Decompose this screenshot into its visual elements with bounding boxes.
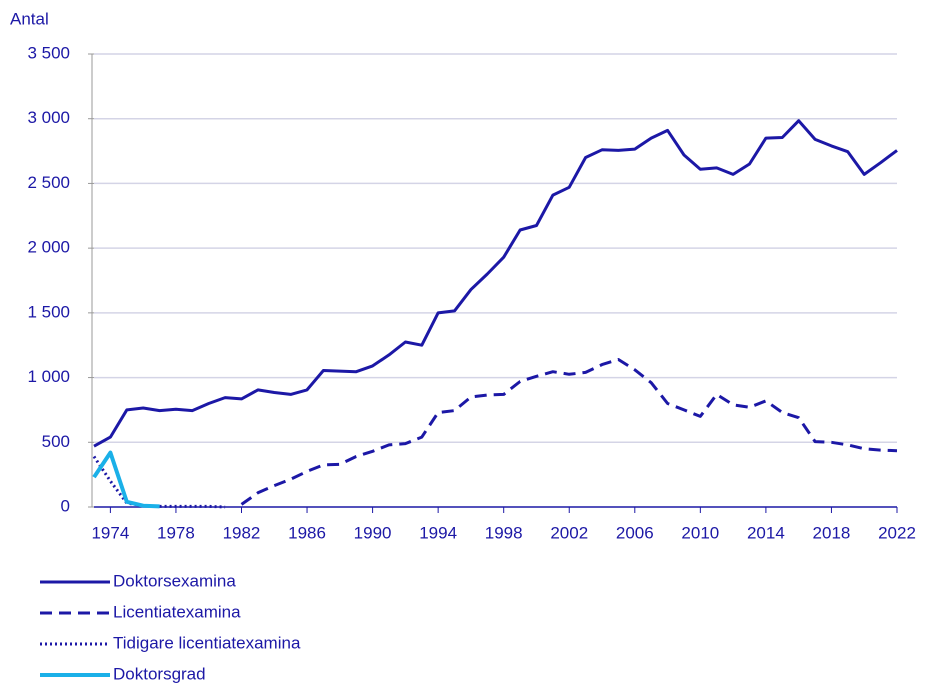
y-tick-label: 2 000 — [27, 238, 70, 257]
x-tick-label: 1990 — [354, 523, 392, 542]
y-tick-label: 1 000 — [27, 367, 70, 386]
x-tick-label: 1994 — [419, 523, 457, 542]
y-tick-label: 1 500 — [27, 302, 70, 321]
legend-label: Licentiatexamina — [113, 602, 241, 621]
series-line — [92, 450, 160, 509]
x-tick-label: 1998 — [485, 523, 523, 542]
x-tick-label: 1986 — [288, 523, 326, 542]
x-tick-label: 2014 — [747, 523, 785, 542]
legend-label: Tidigare licentiatexamina — [113, 633, 301, 652]
x-tick-label: 1978 — [157, 523, 195, 542]
y-axis-label: Antal — [10, 9, 49, 28]
y-tick-label: 0 — [61, 496, 70, 515]
y-tick-label: 2 500 — [27, 173, 70, 192]
legend-label: Doktorsexamina — [113, 571, 236, 590]
x-tick-label: 2002 — [550, 523, 588, 542]
x-tick-label: 1982 — [223, 523, 261, 542]
x-tick-label: 2010 — [681, 523, 719, 542]
y-tick-label: 3 000 — [27, 108, 70, 127]
x-tick-label: 2018 — [813, 523, 851, 542]
series-line — [240, 358, 898, 506]
legend-label: Doktorsgrad — [113, 664, 206, 683]
x-tick-label: 2022 — [878, 523, 916, 542]
series-line — [93, 119, 898, 448]
x-tick-label: 1974 — [91, 523, 129, 542]
x-tick-label: 2006 — [616, 523, 654, 542]
y-tick-label: 500 — [42, 432, 70, 451]
y-tick-label: 3 500 — [27, 43, 70, 62]
